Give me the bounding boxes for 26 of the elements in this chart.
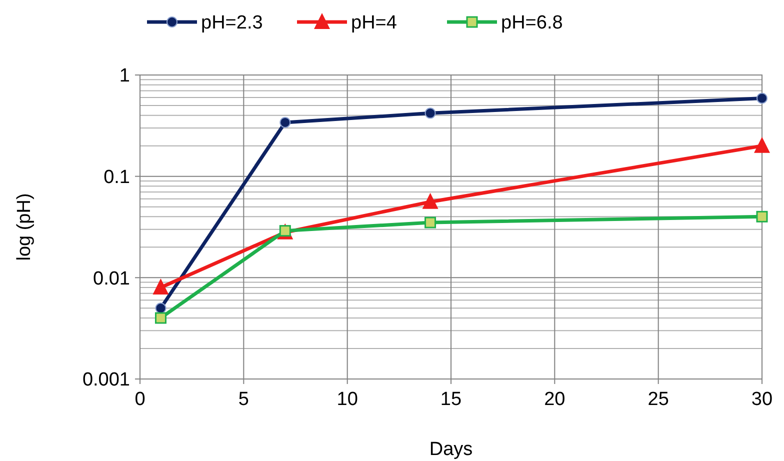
y-tick-label: 1	[119, 66, 130, 87]
x-tick-label: 25	[648, 389, 669, 410]
y-axis-title: log (pH)	[14, 193, 35, 261]
legend-label: pH=6.8	[501, 12, 563, 34]
point	[280, 116, 291, 128]
x-tick-label: 5	[238, 389, 249, 410]
x-tick-label: 0	[134, 389, 146, 410]
y-tick-label: 0.001	[82, 370, 130, 391]
x-tick-label: 20	[544, 389, 566, 410]
point	[756, 92, 768, 104]
legend-label: pH=4	[351, 12, 398, 34]
legend-label: pH=2.3	[201, 12, 263, 34]
point	[422, 192, 438, 209]
y-tick-label: 0.01	[93, 268, 130, 290]
x-tick-label: 10	[336, 389, 358, 410]
point	[756, 210, 768, 222]
x-tick-label: 30	[751, 389, 773, 410]
y-tick-label: 0.1	[104, 166, 130, 188]
point	[424, 108, 436, 119]
point	[155, 302, 166, 314]
point	[424, 216, 436, 228]
x-tick-label: 15	[440, 389, 462, 410]
point	[152, 278, 169, 294]
point	[754, 136, 770, 153]
point	[154, 312, 166, 324]
x-axis-title: Days	[429, 439, 473, 460]
